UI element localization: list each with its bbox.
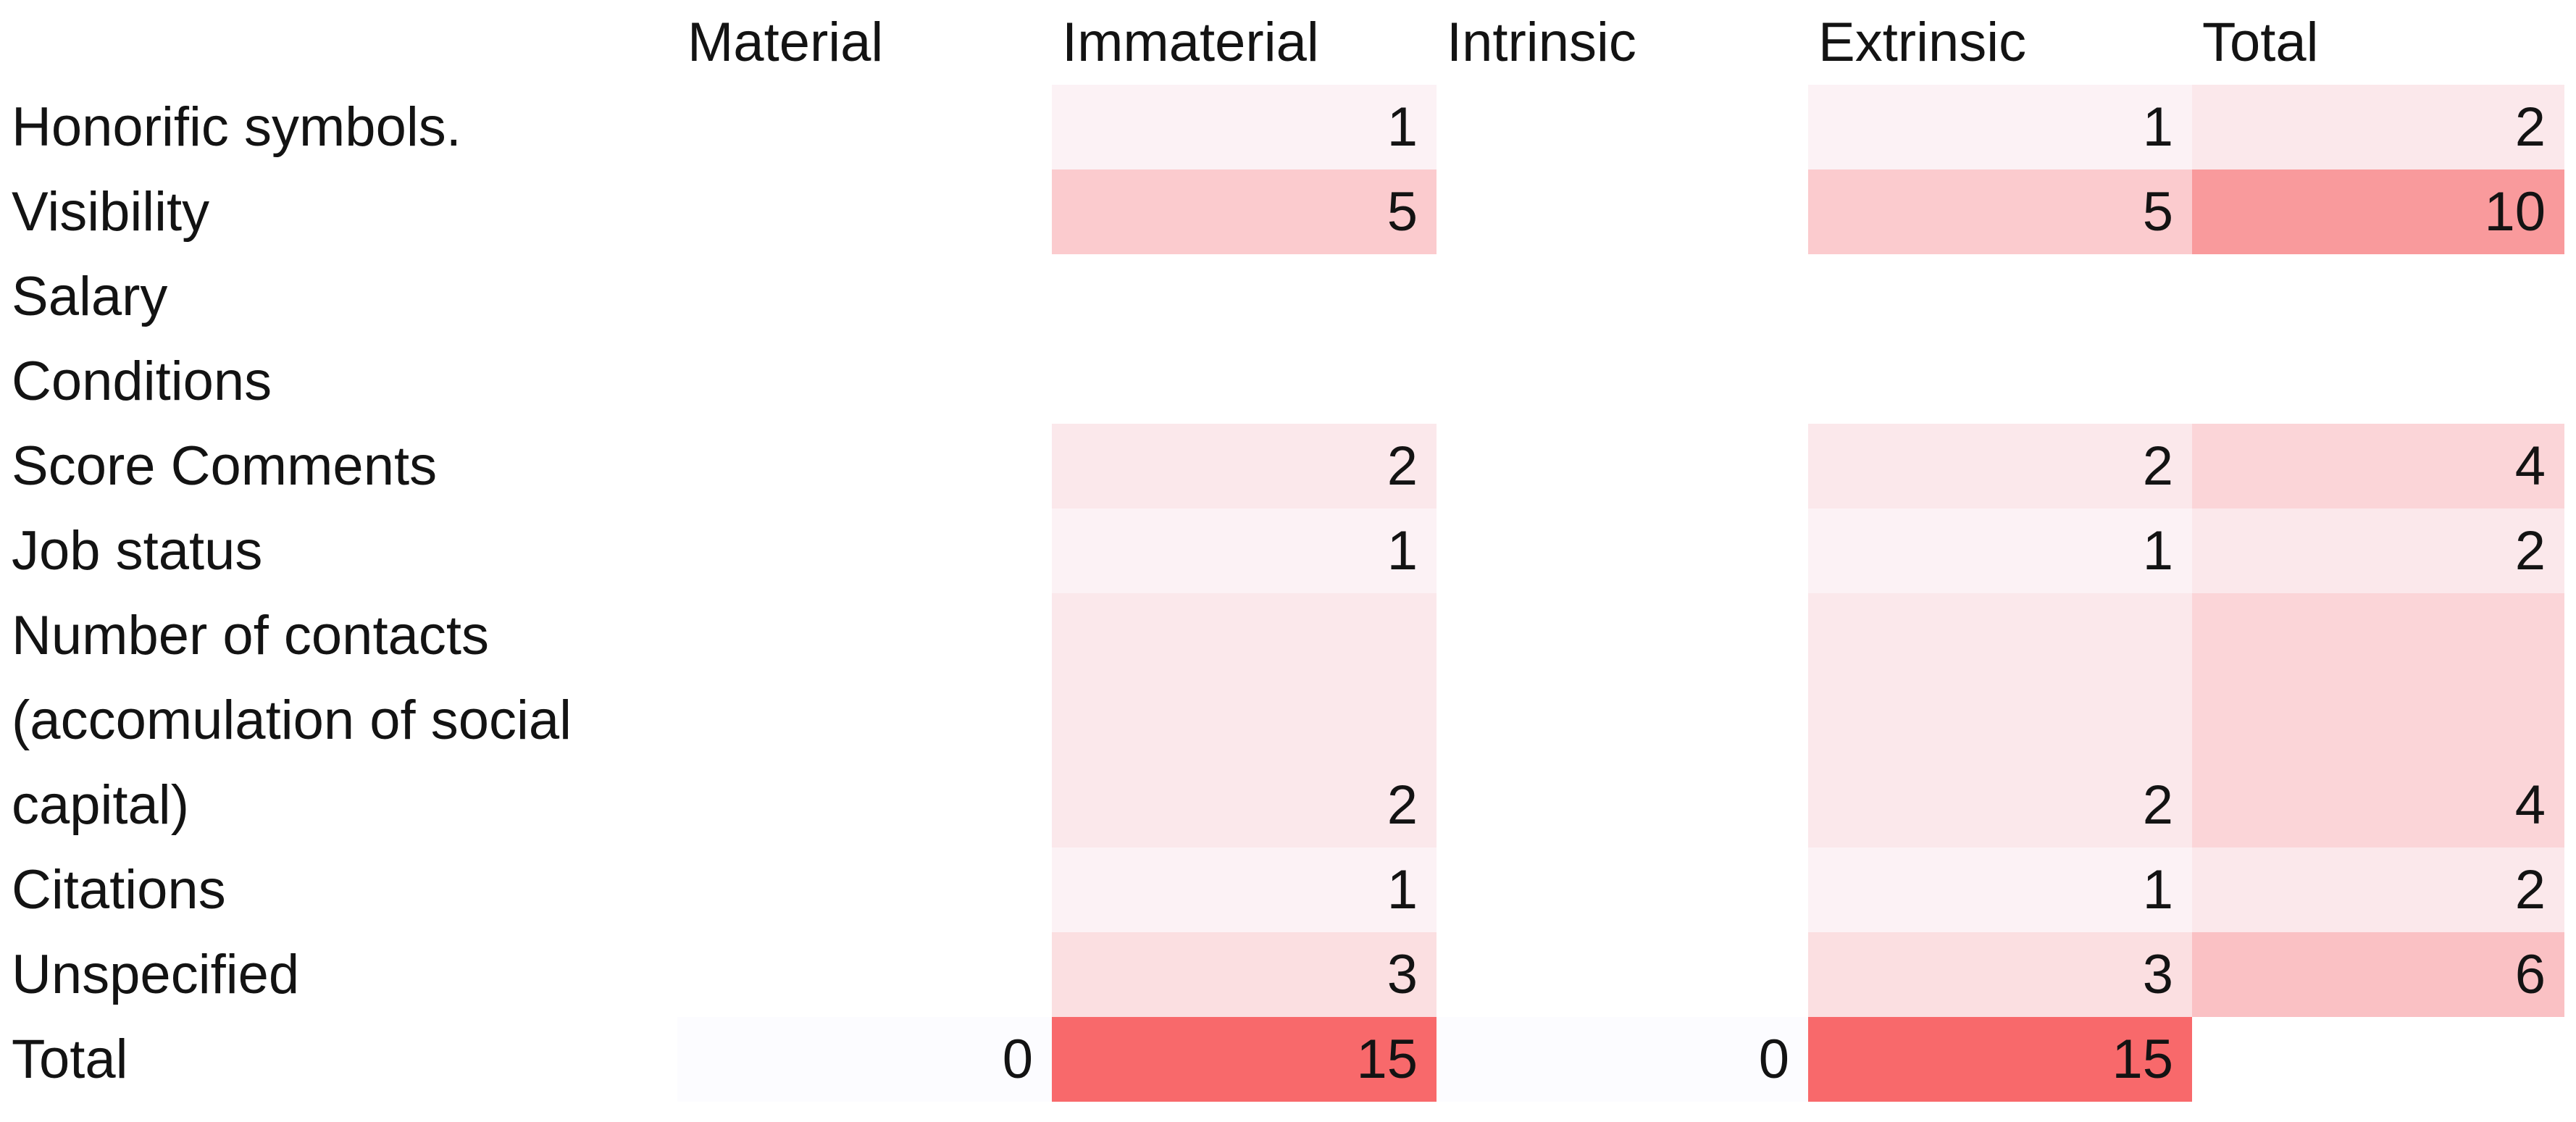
row-label-total: Total	[12, 1029, 128, 1090]
row-label-number-of-contacts-accomulation-of-socia: Number of contacts (accomulation of soci…	[12, 605, 572, 836]
cell-value: 0	[1758, 1029, 1789, 1090]
cell-number-of-contacts-accomulation-of-socia-immaterial: 2	[1052, 593, 1437, 847]
cell-value: 10	[2484, 181, 2546, 243]
row-label-conditions: Conditions	[12, 351, 272, 412]
cell-total-immaterial: 15	[1052, 1017, 1437, 1102]
cell-value: 4	[2514, 774, 2546, 836]
cell-honorific-symbols-extrinsic: 1	[1808, 85, 2192, 169]
cell-total-extrinsic: 15	[1808, 1017, 2192, 1102]
cell-value: 2	[2142, 435, 2173, 497]
cell-visibility-immaterial: 5	[1052, 169, 1437, 254]
cell-value: 2	[1387, 774, 1418, 836]
cell-value: 4	[2514, 435, 2546, 497]
row-label-unspecified: Unspecified	[12, 944, 300, 1005]
cell-value: 1	[2142, 859, 2173, 921]
cell-number-of-contacts-accomulation-of-socia-extrinsic: 2	[1808, 593, 2192, 847]
cell-value: 3	[1387, 944, 1418, 1005]
cell-citations-total: 2	[2192, 847, 2564, 932]
cell-total-intrinsic: 0	[1437, 1017, 1808, 1102]
cell-value: 2	[2514, 96, 2546, 158]
cell-visibility-total: 10	[2192, 169, 2564, 254]
cell-value: 1	[1387, 96, 1418, 158]
cell-value: 1	[1387, 859, 1418, 921]
cell-value: 2	[1387, 435, 1418, 497]
column-header-total: Total	[2202, 12, 2319, 73]
cell-value: 1	[2142, 96, 2173, 158]
cell-unspecified-extrinsic: 3	[1808, 932, 2192, 1017]
cell-value: 15	[1356, 1029, 1418, 1090]
cell-unspecified-immaterial: 3	[1052, 932, 1437, 1017]
cell-job-status-total: 2	[2192, 508, 2564, 593]
cell-citations-immaterial: 1	[1052, 847, 1437, 932]
cell-job-status-immaterial: 1	[1052, 508, 1437, 593]
cell-value: 3	[2142, 944, 2173, 1005]
row-label-visibility: Visibility	[12, 181, 210, 243]
cell-honorific-symbols-total: 2	[2192, 85, 2564, 169]
row-label-citations: Citations	[12, 859, 226, 921]
cell-value: 0	[1002, 1029, 1033, 1090]
column-header-intrinsic: Intrinsic	[1447, 12, 1636, 73]
reward-category-heatmap: Material Immaterial Intrinsic Extrinsic Tota…	[12, 12, 2564, 1102]
cell-value: 2	[2514, 859, 2546, 921]
cell-value: 2	[2142, 774, 2173, 836]
row-label-score-comments: Score Comments	[12, 435, 438, 497]
cell-job-status-extrinsic: 1	[1808, 508, 2192, 593]
cell-value: 5	[2142, 181, 2173, 243]
column-header-material: Material	[687, 12, 884, 73]
cell-value: 2	[2514, 520, 2546, 582]
cell-score-comments-extrinsic: 2	[1808, 424, 2192, 508]
cell-number-of-contacts-accomulation-of-socia-total: 4	[2192, 593, 2564, 847]
cell-value: 15	[2112, 1029, 2173, 1090]
cell-honorific-symbols-immaterial: 1	[1052, 85, 1437, 169]
cell-value: 5	[1387, 181, 1418, 243]
row-label-job-status: Job status	[12, 520, 263, 582]
cell-visibility-extrinsic: 5	[1808, 169, 2192, 254]
cell-score-comments-total: 4	[2192, 424, 2564, 508]
row-label-honorific-symbols: Honorific symbols.	[12, 96, 461, 158]
cell-value: 6	[2514, 944, 2546, 1005]
cell-unspecified-total: 6	[2192, 932, 2564, 1017]
cell-score-comments-immaterial: 2	[1052, 424, 1437, 508]
cell-total-material: 0	[677, 1017, 1052, 1102]
column-header-immaterial: Immaterial	[1062, 12, 1319, 73]
row-label-salary: Salary	[12, 266, 168, 327]
cell-value: 1	[1387, 520, 1418, 582]
cell-citations-extrinsic: 1	[1808, 847, 2192, 932]
cell-value: 1	[2142, 520, 2173, 582]
column-header-extrinsic: Extrinsic	[1818, 12, 2027, 73]
